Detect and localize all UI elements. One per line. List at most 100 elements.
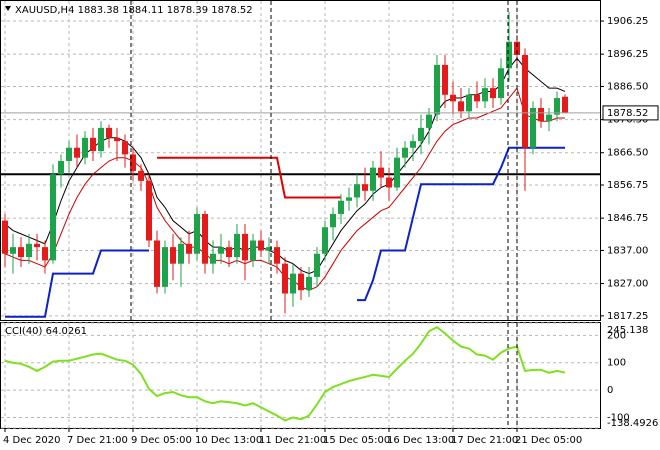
candle-body <box>346 197 352 201</box>
candle-body <box>138 170 144 181</box>
candle-body <box>514 41 520 55</box>
candle-body <box>410 141 416 148</box>
candle-body <box>442 64 448 95</box>
candle-body <box>482 88 488 102</box>
candle-body <box>58 161 64 175</box>
x-tick-label: 21 Dec 05:00 <box>515 435 582 446</box>
candle-body <box>402 147 408 158</box>
candle-body <box>210 253 216 264</box>
candle-body <box>170 247 176 264</box>
candle-body <box>50 174 56 261</box>
high-value: 1884.11 <box>122 5 163 16</box>
y-tick-label: 1837.00 <box>607 245 648 256</box>
candle-body <box>82 137 88 158</box>
candle-body <box>434 64 440 115</box>
indicator-panel <box>0 322 601 429</box>
candle-body <box>506 41 512 69</box>
low-value: 1878.39 <box>167 5 208 16</box>
candle-body <box>74 147 80 158</box>
candle-body <box>234 233 240 258</box>
candle-body <box>98 127 104 152</box>
overlay-line <box>157 156 341 199</box>
candle-body <box>90 137 96 152</box>
candle-body <box>370 167 376 191</box>
candle-body <box>42 247 48 261</box>
candle-body <box>130 154 136 171</box>
indicator-header: CCI(40) 64.0261 <box>5 326 87 337</box>
candle-body <box>290 273 296 294</box>
x-tick-label: 4 Dec 2020 <box>3 435 61 446</box>
candle-body <box>298 273 304 291</box>
chart-header: XAUUSD,H4 1883.38 1884.11 1878.39 1878.5… <box>15 5 253 16</box>
y2-tick-label: 245.138 <box>607 325 648 336</box>
candle-body <box>162 247 168 287</box>
candle-body <box>474 94 480 102</box>
indicator-title: CCI(40) <box>5 326 43 337</box>
candle-body <box>314 253 320 277</box>
symbol: XAUUSD,H4 <box>15 5 74 16</box>
candle-body <box>26 243 32 258</box>
candle-body <box>554 98 560 115</box>
candle-body <box>322 227 328 254</box>
x-tick-label: 9 Dec 05:00 <box>131 435 192 446</box>
candle-body <box>18 247 24 258</box>
indicator-line <box>4 325 566 422</box>
candle-body <box>538 108 544 122</box>
y-tick-label: 1896.25 <box>607 49 648 60</box>
candle-body <box>498 68 504 99</box>
y-tick-label: 1886.50 <box>607 81 648 92</box>
candle-body <box>546 114 552 122</box>
price-label-box <box>602 105 659 121</box>
x-tick-label: 11 Dec 21:00 <box>259 435 326 446</box>
candle-body <box>202 214 208 264</box>
candle-body <box>2 220 8 254</box>
candle-body <box>426 114 432 128</box>
candle-body <box>362 184 368 191</box>
candle-body <box>282 263 288 294</box>
candle-body <box>450 94 456 102</box>
candle-body <box>418 127 424 142</box>
candle-body <box>338 200 344 214</box>
indicator-value: 64.0261 <box>46 326 87 337</box>
candle-body <box>242 233 248 261</box>
candle-body <box>106 127 112 138</box>
y2-tick-label: 100 <box>607 358 626 369</box>
candle-body <box>66 147 72 161</box>
candle-body <box>458 101 464 112</box>
y2-tick-label: -138.4926 <box>607 418 658 429</box>
y2-tick-label: 0 <box>607 385 613 396</box>
x-tick-label: 7 Dec 21:00 <box>67 435 128 446</box>
candle-body <box>114 137 120 142</box>
candle-body <box>306 276 312 291</box>
y2-tick-label: -100 <box>607 412 630 423</box>
candle-body <box>194 214 200 254</box>
candle-body <box>522 55 528 148</box>
candle-body <box>178 243 184 264</box>
candle-body <box>274 247 280 264</box>
candle-body <box>34 243 40 248</box>
y-tick-label: 1906.25 <box>607 16 648 27</box>
candle-body <box>490 88 496 99</box>
candle-body <box>218 247 224 254</box>
candle-body <box>466 94 472 112</box>
plot-layer <box>1 1 600 429</box>
x-tick-label: 16 Dec 13:00 <box>387 435 454 446</box>
candle-body <box>354 184 360 198</box>
candle-body <box>122 141 128 155</box>
y-tick-label: 1866.50 <box>607 148 648 159</box>
candle-body <box>226 247 232 258</box>
x-tick-label: 10 Dec 13:00 <box>195 435 262 446</box>
x-tick-label: 15 Dec 05:00 <box>323 435 390 446</box>
candle-body <box>154 240 160 287</box>
y2-tick-label: 200 <box>607 330 626 341</box>
close-value: 1878.52 <box>211 5 252 16</box>
candle-body <box>562 96 568 113</box>
menu-arrow <box>5 6 11 11</box>
candle-body <box>378 167 384 178</box>
y-tick-label: 1856.75 <box>607 180 648 191</box>
candle-body <box>394 157 400 188</box>
candle-body <box>146 180 152 241</box>
candle-body <box>266 247 272 251</box>
y-tick-label: 1846.75 <box>607 213 648 224</box>
